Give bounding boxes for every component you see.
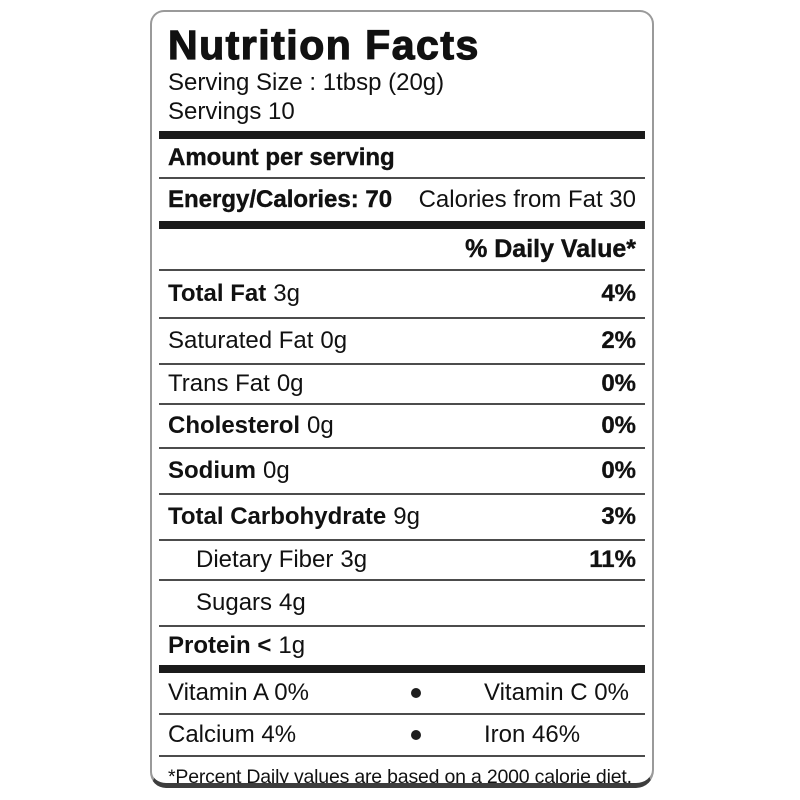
iron-text: Iron 46%	[484, 721, 581, 748]
footnote-row: *Percent Daily values are based on a 200…	[159, 757, 645, 788]
bullet-icon	[411, 730, 421, 740]
nutrient-amount: 0g	[263, 457, 290, 484]
amount-per-serving-row: Amount per serving	[159, 139, 645, 177]
nutrient-amount: 0g	[320, 327, 348, 354]
divider	[159, 713, 645, 715]
nutrient-row-sodium: Sodium 0g 0%	[159, 449, 645, 493]
divider	[159, 403, 645, 405]
divider	[159, 317, 645, 319]
nutrient-amount: 0g	[307, 412, 334, 439]
divider	[159, 493, 645, 495]
serving-size-text: Serving Size : 1tbsp (20g)	[168, 69, 445, 96]
nutrient-dv: 4%	[601, 280, 636, 307]
nutrient-row-protein: Protein <1g	[159, 627, 645, 665]
vitamin-row-2: Calcium 4% Iron 46%	[159, 715, 645, 755]
section-bar	[159, 131, 645, 139]
divider	[159, 447, 645, 449]
calcium-text: Calcium 4%	[168, 721, 297, 748]
vitamin-a-text: Vitamin A 0%	[168, 679, 309, 706]
nutrient-name: Trans Fat	[168, 370, 270, 397]
divider	[159, 363, 645, 365]
nutrient-row-total-fat: Total Fat 3g 4%	[159, 271, 645, 317]
nutrient-dv: 2%	[601, 327, 636, 354]
amount-per-serving-text: Amount per serving	[168, 144, 395, 171]
energy-row: Energy/Calories: 70 Calories from Fat 30	[159, 179, 645, 221]
nutrient-amount: 9g	[393, 503, 420, 530]
nutrient-name: Saturated Fat	[168, 327, 314, 354]
nutrient-amount: 1g	[278, 632, 306, 659]
section-bar	[159, 221, 645, 229]
vitamin-c-text: Vitamin C 0%	[484, 679, 629, 706]
nutrient-name: Total Carbohydrate	[168, 503, 387, 530]
divider	[159, 755, 645, 757]
divider	[159, 579, 645, 581]
nutrient-dv: 11%	[589, 546, 636, 573]
nutrient-name: Cholesterol	[168, 412, 301, 439]
nutrient-dv: 0%	[601, 457, 636, 484]
nutrient-amount: 3g	[273, 280, 300, 307]
nutrient-row-trans-fat: Trans Fat 0g 0%	[159, 365, 645, 403]
nutrient-row-dietary-fiber: Dietary Fiber 3g 11%	[159, 541, 645, 579]
servings-text: Servings 10	[168, 98, 295, 125]
vitamin-row-1: Vitamin A 0% Vitamin C 0%	[159, 673, 645, 713]
nutrient-name: Dietary Fiber	[196, 546, 334, 573]
nutrient-name: Protein <	[168, 632, 272, 659]
nutrient-dv: 0%	[601, 412, 636, 439]
calories-from-fat-text: Calories from Fat 30	[418, 186, 636, 213]
divider	[159, 269, 645, 271]
footnote-text: *Percent Daily values are based on a 200…	[168, 765, 632, 788]
nutrient-dv: 3%	[601, 503, 636, 530]
nutrient-row-saturated-fat: Saturated Fat 0g 2%	[159, 319, 645, 363]
divider	[159, 625, 645, 627]
nutrition-facts-label: Nutrition Facts Serving Size : 1tbsp (20…	[150, 10, 654, 788]
nutrient-row-sugars: Sugars 4g	[159, 581, 645, 625]
nutrient-row-cholesterol: Cholesterol 0g 0%	[159, 405, 645, 447]
label-title: Nutrition Facts	[167, 21, 480, 68]
nutrient-amount: 3g	[340, 546, 368, 573]
daily-value-header-text: % Daily Value*	[465, 234, 636, 263]
divider	[159, 177, 645, 179]
section-bar	[159, 665, 645, 673]
nutrient-amount: 4g	[279, 589, 306, 616]
nutrient-name: Sugars	[196, 589, 273, 616]
nutrient-name: Total Fat	[168, 280, 267, 307]
energy-calories-text: Energy/Calories: 70	[168, 186, 393, 213]
nutrient-amount: 0g	[276, 370, 304, 397]
divider	[159, 539, 645, 541]
nutrient-row-total-carbohydrate: Total Carbohydrate 9g 3%	[159, 495, 645, 539]
nutrient-dv: 0%	[601, 370, 636, 397]
label-header: Nutrition Facts Serving Size : 1tbsp (20…	[159, 12, 645, 126]
daily-value-header-row: % Daily Value*	[159, 229, 645, 269]
bullet-icon	[411, 688, 421, 698]
nutrient-name: Sodium	[168, 457, 256, 484]
